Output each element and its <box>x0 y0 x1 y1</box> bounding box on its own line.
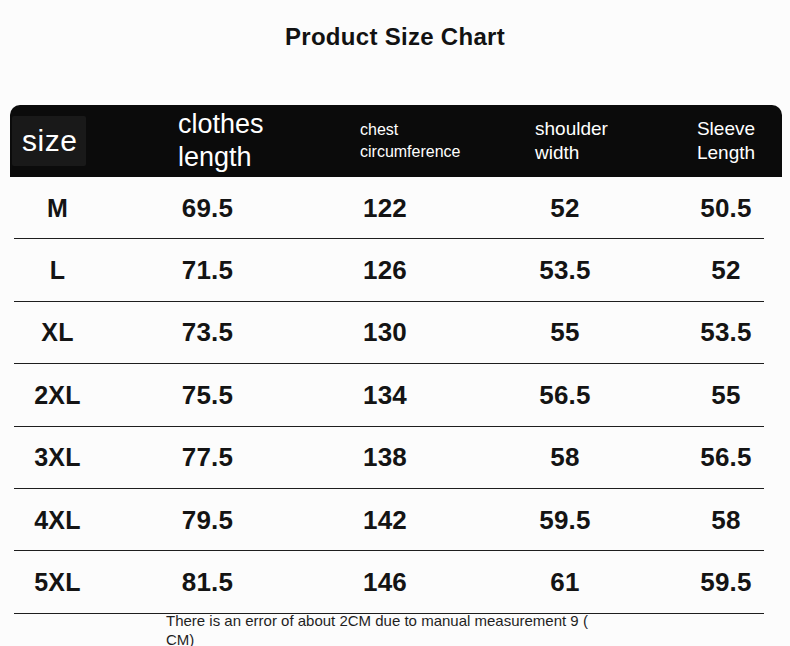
cell-chest-circumference: 126 <box>310 255 460 286</box>
column-header-label-line: width <box>535 141 670 165</box>
table-row: XL 73.5 130 55 53.5 <box>10 302 782 364</box>
table-row: 4XL 79.5 142 59.5 58 <box>10 489 782 551</box>
cell-chest-circumference: 146 <box>310 567 460 598</box>
disclaimer-line: There is an error of about 2CM due to ma… <box>166 611 646 630</box>
cell-sleeve-length: 50.5 <box>670 193 782 224</box>
table-header-row: size clothes length chest circumference … <box>10 105 782 177</box>
size-header-cell: size <box>12 116 86 166</box>
cell-size: 4XL <box>10 506 105 535</box>
cell-sleeve-length: 58 <box>670 505 782 536</box>
table-row: M 69.5 122 52 50.5 <box>10 177 782 239</box>
table-row: L 71.5 126 53.5 52 <box>10 239 782 301</box>
column-header-label-line: Sleeve <box>697 117 755 141</box>
column-header-label-line: length <box>178 141 310 174</box>
cell-clothes-length: 77.5 <box>105 442 310 473</box>
cell-size: 5XL <box>10 568 105 597</box>
column-header-shoulder-width: shoulder width <box>460 117 670 165</box>
cell-size: L <box>10 256 105 285</box>
cell-clothes-length: 71.5 <box>105 255 310 286</box>
cell-sleeve-length: 52 <box>670 255 782 286</box>
cell-shoulder-width: 58 <box>460 442 670 473</box>
cell-sleeve-length: 55 <box>670 380 782 411</box>
column-header-label-line: shoulder <box>535 117 670 141</box>
column-header-label-line: clothes <box>178 108 310 141</box>
cell-chest-circumference: 142 <box>310 505 460 536</box>
cell-shoulder-width: 59.5 <box>460 505 670 536</box>
cell-sleeve-length: 56.5 <box>670 442 782 473</box>
cell-shoulder-width: 61 <box>460 567 670 598</box>
cell-shoulder-width: 52 <box>460 193 670 224</box>
disclaimer-line: CM) <box>166 630 646 646</box>
size-chart-table: size clothes length chest circumference … <box>10 105 782 614</box>
cell-chest-circumference: 122 <box>310 193 460 224</box>
cell-sleeve-length: 59.5 <box>670 567 782 598</box>
table-row: 5XL 81.5 146 61 59.5 <box>10 551 782 613</box>
column-header-sleeve-length: Sleeve Length <box>697 117 755 165</box>
cell-chest-circumference: 130 <box>310 317 460 348</box>
column-header-label: size <box>22 126 77 156</box>
column-header-label-line: Length <box>697 141 755 165</box>
cell-size: M <box>10 194 105 223</box>
column-header-size: size <box>10 116 105 166</box>
cell-chest-circumference: 134 <box>310 380 460 411</box>
table-row: 3XL 77.5 138 58 56.5 <box>10 427 782 489</box>
cell-chest-circumference: 138 <box>310 442 460 473</box>
cell-clothes-length: 79.5 <box>105 505 310 536</box>
table-row: 2XL 75.5 134 56.5 55 <box>10 364 782 426</box>
cell-clothes-length: 73.5 <box>105 317 310 348</box>
column-header-label-line: circumference <box>360 141 460 163</box>
cell-size: 2XL <box>10 381 105 410</box>
column-header-chest-circumference: chest circumference <box>310 119 460 163</box>
cell-size: XL <box>10 318 105 347</box>
cell-clothes-length: 69.5 <box>105 193 310 224</box>
measurement-disclaimer: There is an error of about 2CM due to ma… <box>166 611 646 646</box>
cell-shoulder-width: 55 <box>460 317 670 348</box>
cell-shoulder-width: 53.5 <box>460 255 670 286</box>
cell-clothes-length: 81.5 <box>105 567 310 598</box>
column-header-clothes-length: clothes length <box>105 108 310 174</box>
page-title: Product Size Chart <box>0 23 790 51</box>
cell-shoulder-width: 56.5 <box>460 380 670 411</box>
cell-clothes-length: 75.5 <box>105 380 310 411</box>
cell-size: 3XL <box>10 443 105 472</box>
column-header-label-line: chest <box>360 119 460 141</box>
cell-sleeve-length: 53.5 <box>670 317 782 348</box>
